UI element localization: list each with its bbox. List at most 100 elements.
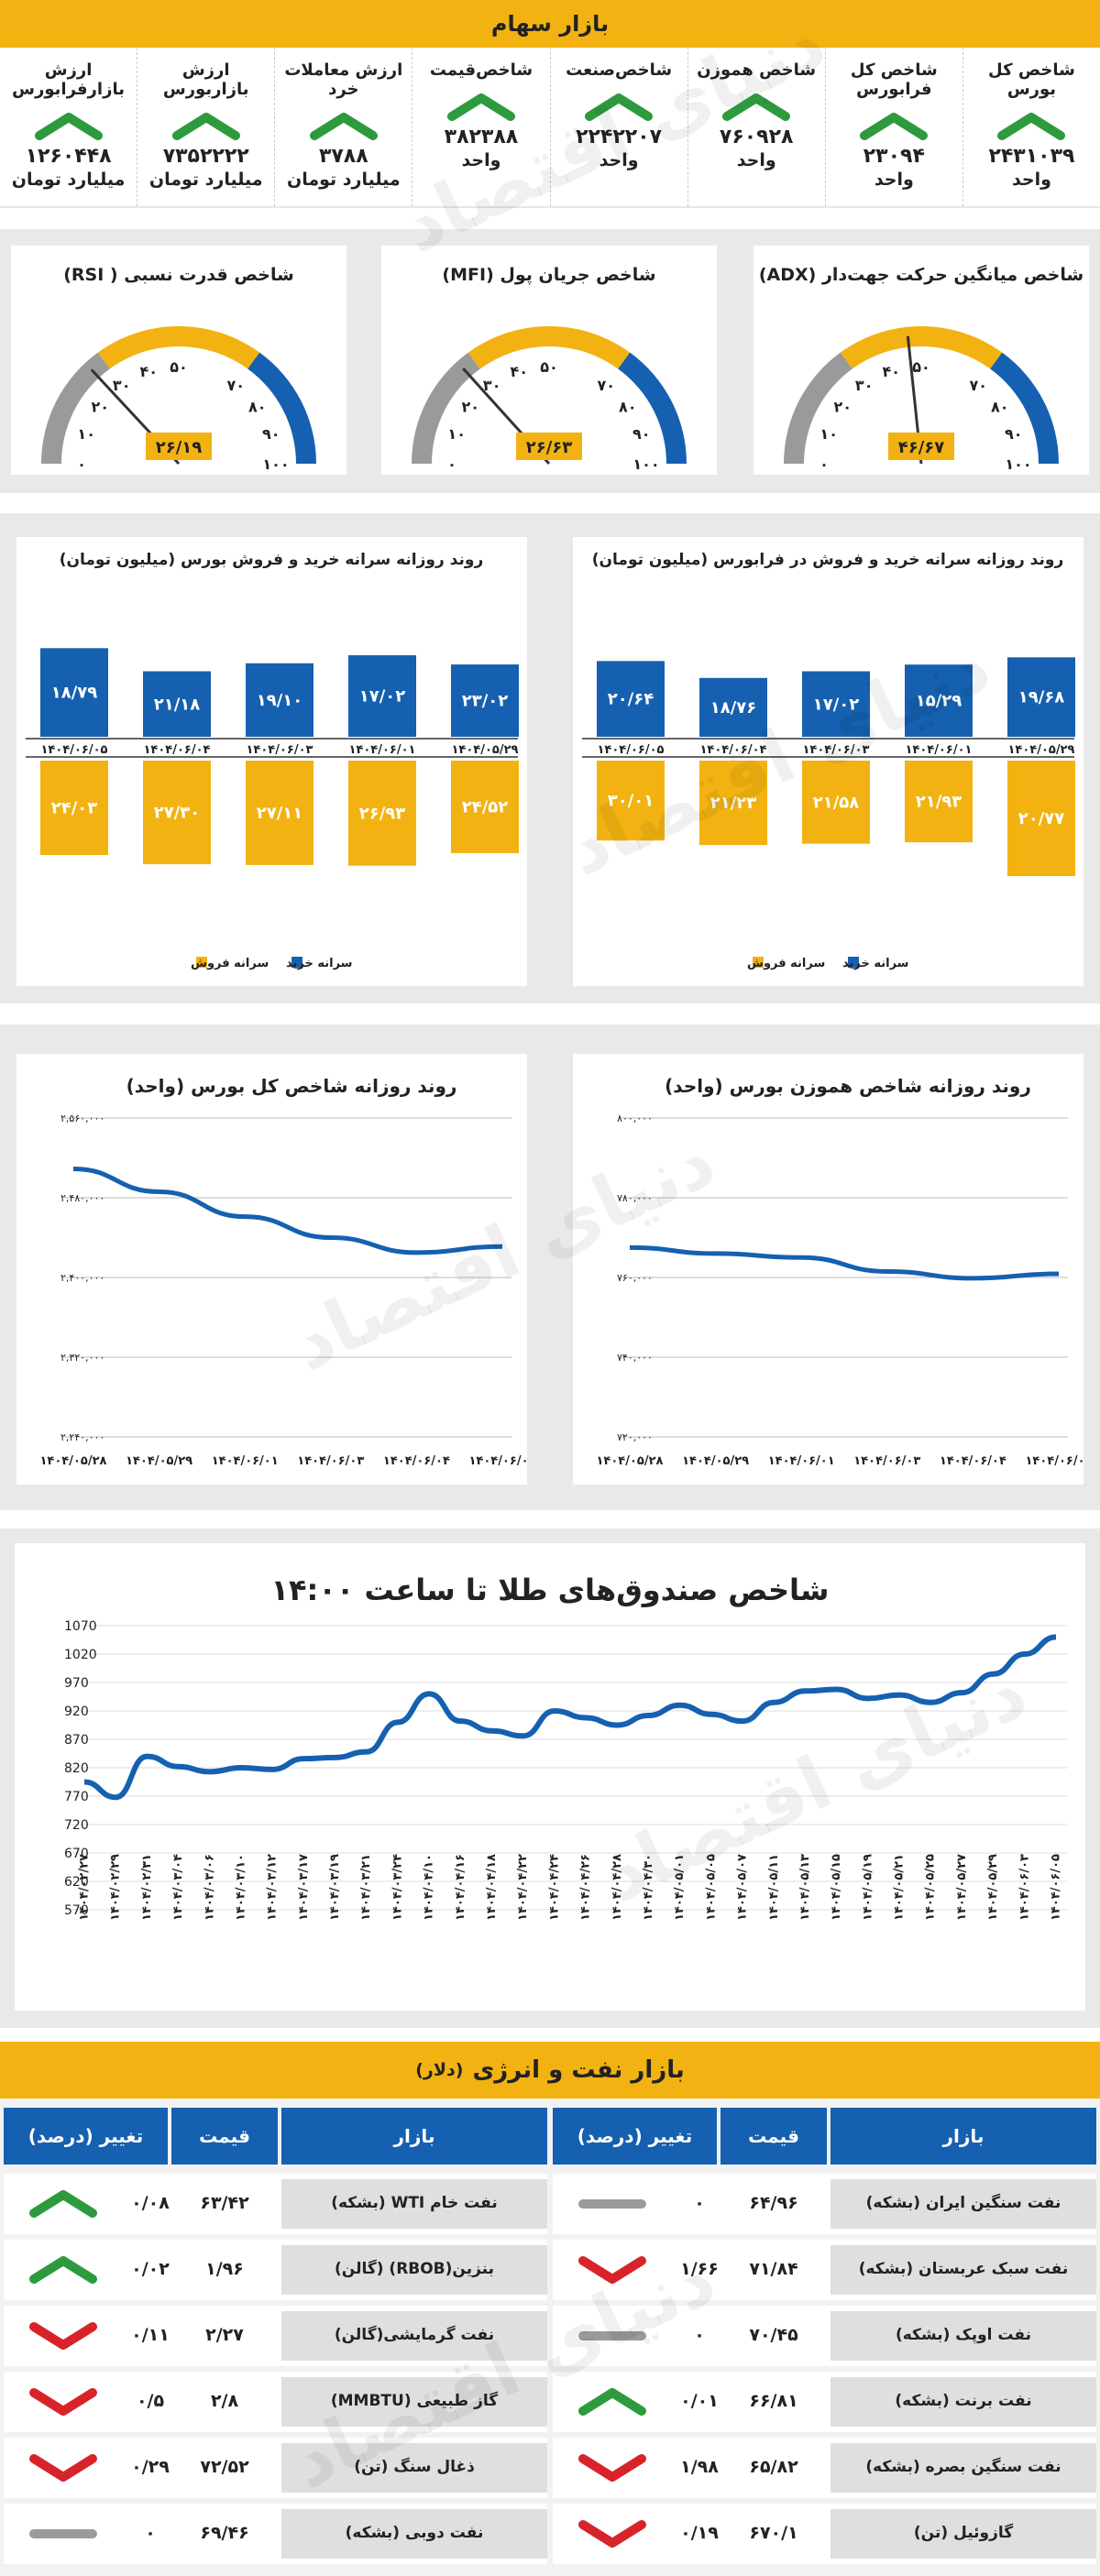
gauge-title: شاخص میانگین حرکت جهت‌دار (ADX): [759, 264, 1084, 285]
x-tick-label: ۱۴۰۴/۰۶/۰۵: [469, 1454, 527, 1468]
buy-bar: [451, 664, 519, 737]
buy-bar: [905, 664, 973, 737]
y-tick-label: ۲,۵۶۰,۰۰۰: [60, 1113, 104, 1124]
oil-header-change: تغییر (درصد): [4, 2108, 168, 2165]
trend-icon: [722, 93, 791, 121]
trend-icon: [34, 113, 103, 140]
gold-x-tick: ۱۴۰۴/۰۵/۲۹: [986, 1854, 1000, 1921]
gold-x-tick: ۱۴۰۴/۰۵/۲۷: [955, 1854, 969, 1921]
gauge-band-high: [990, 352, 1059, 464]
per-capita-card: روند روزانه سرانه خرید و فروش بورس (میلی…: [16, 537, 527, 986]
gauge-tick-label: ۱۰: [77, 425, 95, 443]
gauge-tick-label: ۲۰: [461, 399, 479, 416]
oil-price: ۶۵/۸۲: [749, 2457, 798, 2478]
sell-bar-label: ۲۰/۷۷: [1018, 809, 1065, 828]
gold-y-tick: 820: [64, 1761, 89, 1776]
index-line-chart: روند روزانه شاخص هموزن بورس (واحد) ۸۰۰,۰۰…: [597, 1075, 1093, 1468]
gold-y-tick: 770: [64, 1790, 89, 1804]
date-label: ۱۴۰۴/۰۶/۰۵: [41, 743, 108, 757]
stock-index-value: ۷۳۵۲۲۲۲: [162, 145, 249, 168]
oil-price: ۱/۹۶: [205, 2259, 244, 2280]
gauge-tick-label: ۱۰: [820, 425, 838, 443]
oil-change: ۰: [694, 2193, 705, 2214]
per-capita-title: روند روزانه سرانه خرید و فروش بورس (میلی…: [60, 551, 484, 569]
gauge-tick-label: ۱۰: [447, 425, 466, 443]
stock-index-name: شاخص‌قیمت: [429, 60, 534, 80]
sell-bar-label: ۳۰/۰۱: [608, 792, 654, 811]
oil-market-name: بنزین(RBOB) (گالن): [281, 2245, 547, 2295]
stock-index-unit: میلیارد تومان: [286, 170, 401, 190]
stock-indices-row: شاخص کل بورس ۲۴۳۱۰۳۹ واحد شاخص کل فرابورس ۲۳…: [0, 48, 1100, 208]
stock-index-value: ۱۲۶۰۴۴۸: [25, 145, 112, 168]
gold-y-tick: 970: [64, 1676, 89, 1691]
oil-price: ۶۹/۴۶: [200, 2523, 249, 2544]
oil-market-name: نفت خام WTI (بشکه): [281, 2179, 547, 2229]
y-tick-label: ۲,۳۲۰,۰۰۰: [60, 1352, 104, 1364]
buy-bar-label: ۱۹/۱۰: [257, 691, 303, 710]
stock-index-value: ۳۸۲۳۸۸: [444, 126, 519, 148]
oil-header-market: بازار: [830, 2108, 1096, 2165]
trend-icon: [860, 113, 929, 140]
gauge-tick-label: ۹۰: [632, 425, 651, 443]
x-tick-label: ۱۴۰۴/۰۶/۰۱: [212, 1454, 279, 1468]
gold-x-tick: ۱۴۰۴/۰۵/۱۳: [798, 1854, 812, 1921]
stock-index-unit: واحد: [874, 170, 914, 190]
up-arrow-icon: [585, 93, 654, 121]
stock-index-name: شاخص هموزن: [697, 60, 817, 80]
buy-bar-label: ۱۸/۷۹: [51, 684, 98, 703]
x-tick-label: ۱۴۰۴/۰۵/۲۹: [682, 1454, 749, 1468]
buy-bar-label: ۲۰/۶۴: [608, 690, 654, 709]
stock-index-name: شاخص کل بورس: [988, 60, 1075, 99]
gauge-value-box: [888, 433, 954, 460]
gauge-tick-label: ۲۰: [91, 399, 109, 416]
gauge-tick-label: ۷۰: [970, 377, 988, 394]
gold-y-tick: 870: [64, 1733, 89, 1748]
oil-price: ۶۶/۸۱: [749, 2391, 798, 2412]
gold-x-tick: ۱۴۰۴/۰۵/۱۱: [767, 1854, 781, 1921]
gauge-value: ۴۶/۶۷: [898, 438, 945, 457]
buy-bar-label: ۱۸/۷۶: [710, 698, 757, 718]
oil-price: ۶۷۰/۱: [749, 2523, 798, 2544]
sell-bar: [1007, 761, 1075, 877]
date-label: ۱۴۰۴/۰۵/۲۹: [1008, 743, 1075, 757]
gold-x-tick: ۱۴۰۴/۰۴/۳۰: [642, 1854, 655, 1921]
gold-x-tick: ۱۴۰۴/۰۳/۲۱: [359, 1854, 373, 1921]
gold-x-tick: ۱۴۰۴/۰۵/۲۵: [924, 1854, 938, 1921]
oil-market-title: بازار نفت و انرژی (دلار): [0, 2042, 1100, 2099]
index-line-chart: روند روزانه شاخص کل بورس (واحد) ۲,۵۶۰,۰۰۰…: [40, 1075, 536, 1468]
y-tick-label: ۷۸۰,۰۰۰: [617, 1192, 653, 1204]
oil-change: ۱/۹۸: [680, 2457, 719, 2478]
oil-trend-icon: [578, 2256, 646, 2284]
gauge-tick-label: ۱۰۰: [1005, 455, 1031, 473]
gold-x-tick: ۱۴۰۴/۰۴/۲۸: [610, 1854, 624, 1921]
stock-index-value: ۷۶۰۹۲۸: [719, 126, 794, 148]
x-tick-label: ۱۴۰۴/۰۶/۰۴: [383, 1454, 450, 1468]
gauge-tick-label: ۳۰: [113, 377, 131, 394]
sell-bar: [143, 761, 211, 865]
oil-trend-icon: [29, 2529, 97, 2538]
gold-x-tick: ۱۴۰۴/۰۴/۱۸: [485, 1854, 499, 1921]
gold-x-tick: ۱۴۰۴/۰۵/۰۱: [673, 1854, 687, 1921]
gold-y-tick: 1020: [64, 1648, 97, 1662]
oil-trend-icon: [29, 2190, 97, 2218]
per-capita-title: روند روزانه سرانه خرید و فروش در فرابورس…: [592, 551, 1063, 569]
gold-x-tick: ۱۴۰۴/۰۵/۱۹: [861, 1854, 874, 1921]
down-arrow-icon: [29, 2388, 97, 2416]
up-arrow-icon: [34, 113, 103, 140]
trend-icon: [446, 93, 515, 121]
gauge-tick-label: ۴۰: [882, 363, 900, 380]
gauge-tick-label: ۸۰: [991, 399, 1009, 416]
gauge-tick-label: ۵۰: [170, 358, 188, 376]
up-arrow-icon: [722, 93, 791, 121]
stock-market-header: بازار سهام: [0, 0, 1100, 48]
oil-market-name: نفت دوبی (بشکه): [281, 2509, 547, 2559]
oil-market-name: نفت سبک عربستان (بشکه): [830, 2245, 1096, 2295]
down-arrow-icon: [578, 2454, 646, 2482]
page-title: بازار سهام: [490, 11, 610, 37]
stock-index-unit: میلیارد تومان: [11, 170, 126, 190]
buy-bar-label: ۱۹/۶۸: [1018, 688, 1065, 707]
buy-bar-label: ۱۷/۰۲: [359, 687, 406, 707]
sell-bar: [40, 761, 108, 855]
stock-index-item: شاخص هموزن ۷۶۰۹۲۸ واحد: [687, 48, 825, 206]
stock-index-name: شاخص‌صنعت: [566, 60, 673, 80]
